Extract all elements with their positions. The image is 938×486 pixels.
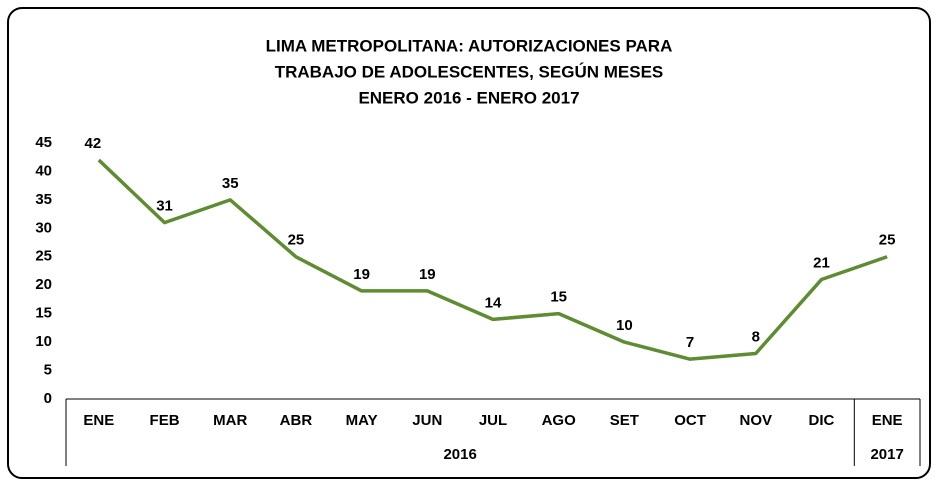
y-tick-label: 20 (35, 276, 52, 293)
group-label: 2016 (443, 446, 476, 463)
chart-title: LIMA METROPOLITANA: AUTORIZACIONES PARA (266, 36, 673, 55)
x-tick-label: ENE (83, 412, 114, 429)
chart-title: ENERO 2016 - ENERO 2017 (358, 88, 579, 107)
x-tick-label: AGO (542, 412, 577, 429)
y-tick-label: 30 (35, 219, 52, 236)
x-tick-label: OCT (674, 412, 706, 429)
data-label: 14 (485, 294, 502, 311)
data-label: 42 (85, 135, 102, 152)
x-tick-label: ABR (280, 412, 313, 429)
data-label: 25 (288, 232, 305, 249)
x-tick-label: ENE (872, 412, 903, 429)
y-tick-label: 0 (44, 390, 52, 407)
data-label: 19 (419, 266, 436, 283)
x-tick-label: DIC (809, 412, 835, 429)
chart-frame (7, 7, 931, 479)
y-tick-label: 15 (35, 305, 52, 322)
x-tick-label: NOV (740, 412, 773, 429)
x-tick-label: SET (610, 412, 639, 429)
data-label: 25 (879, 232, 896, 249)
data-label: 15 (550, 289, 567, 306)
y-tick-label: 45 (35, 134, 52, 151)
x-tick-label: MAY (346, 412, 378, 429)
x-tick-label: JUL (479, 412, 507, 429)
data-label: 10 (616, 317, 633, 334)
y-tick-label: 10 (35, 333, 52, 350)
data-label: 31 (156, 198, 173, 215)
x-tick-label: MAR (213, 412, 247, 429)
data-label: 35 (222, 175, 239, 192)
data-label: 21 (813, 255, 830, 272)
y-tick-label: 25 (35, 248, 52, 265)
data-label: 8 (752, 328, 760, 345)
data-label: 7 (686, 334, 694, 351)
y-tick-label: 5 (44, 362, 52, 379)
x-tick-label: FEB (150, 412, 180, 429)
x-tick-label: JUN (412, 412, 442, 429)
line-series (97, 158, 888, 361)
group-label: 2017 (870, 446, 903, 463)
y-tick-label: 35 (35, 191, 52, 208)
y-tick-label: 40 (35, 162, 52, 179)
data-label: 19 (353, 266, 370, 283)
chart-title: TRABAJO DE ADOLESCENTES, SEGÚN MESES (275, 62, 664, 81)
